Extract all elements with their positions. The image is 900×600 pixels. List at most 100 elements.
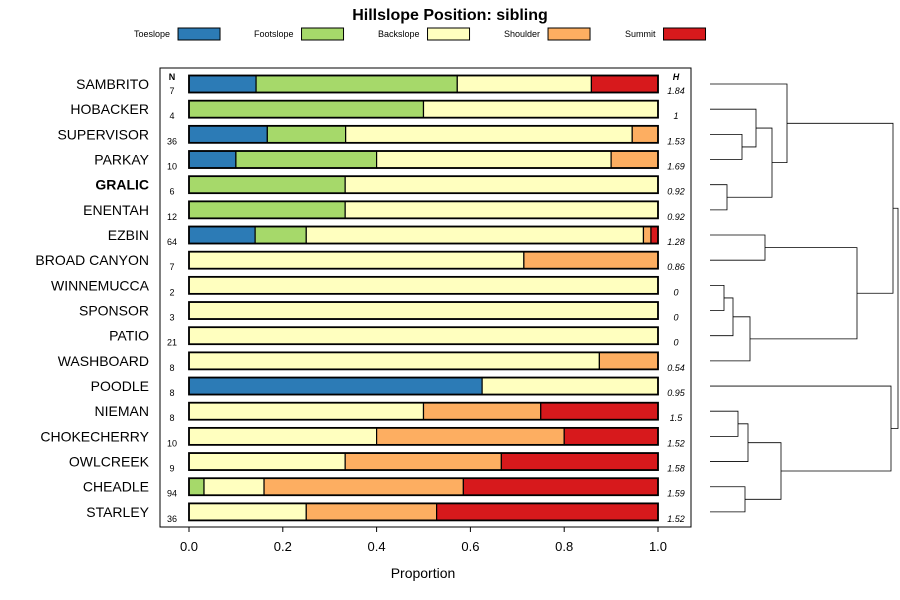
x-tick-label: 1.0 xyxy=(649,539,667,554)
bar-segment-shoulder xyxy=(598,351,659,370)
bar-segment-backslope xyxy=(188,276,659,295)
row-chokecherry: CHOKECHERRY 10 1.52 xyxy=(40,426,685,448)
bar-segment-footslope xyxy=(188,100,425,119)
bar-outline xyxy=(188,301,659,320)
row-h: 0.95 xyxy=(667,388,686,398)
dendrogram-link xyxy=(727,127,773,198)
bar-outline xyxy=(188,225,659,245)
bar-segment-summit xyxy=(590,74,659,94)
bar-outline xyxy=(188,275,659,295)
bar-segment-backslope xyxy=(481,376,659,396)
bar-segment-backslope xyxy=(422,100,659,119)
x-tick-label: 0.4 xyxy=(368,539,386,554)
row-h: 1.69 xyxy=(667,162,685,172)
row-label: HOBACKER xyxy=(70,101,149,117)
bar-segment-backslope xyxy=(188,427,378,446)
row-enentah: ENENTAH 12 0.92 xyxy=(83,200,685,222)
row-nieman: NIEMAN 8 1.5 xyxy=(95,401,683,423)
bar-segment-toeslope xyxy=(188,225,256,245)
row-n: 8 xyxy=(169,413,174,423)
legend-label-shoulder: Shoulder xyxy=(504,29,540,39)
bar-segment-backslope xyxy=(188,402,425,421)
bar-segment-backslope xyxy=(456,74,593,94)
legend-swatch-backslope xyxy=(427,27,471,41)
bar-segment-toeslope xyxy=(188,125,268,144)
dendrogram-link xyxy=(710,108,757,148)
row-label: PATIO xyxy=(109,328,149,344)
bar-segment-backslope xyxy=(345,125,633,144)
bar-outline xyxy=(188,74,659,94)
bar-segment-backslope xyxy=(188,502,307,521)
bar-outline xyxy=(188,99,659,119)
row-n: 10 xyxy=(167,162,177,172)
x-axis: 0.0 0.2 0.4 0.6 0.8 1.0 xyxy=(180,527,667,554)
row-label: SAMBRITO xyxy=(76,76,149,92)
dendrogram-link xyxy=(787,122,894,294)
row-n: 64 xyxy=(167,237,177,247)
bar-segment-toeslope xyxy=(188,74,257,94)
dendrogram-link xyxy=(710,284,725,311)
dendrogram-link xyxy=(891,207,899,429)
dendrogram-link xyxy=(710,184,728,211)
row-winnemucca: WINNEMUCCA 2 0 xyxy=(51,275,679,297)
row-parkay: PARKAY 10 1.69 xyxy=(94,150,685,172)
row-poodle: POODLE 8 0.95 xyxy=(91,376,686,398)
row-n: 94 xyxy=(167,489,177,499)
row-cheadle: CHEADLE 94 1.59 xyxy=(83,477,685,499)
bar-segment-summit xyxy=(563,427,659,446)
bar-segment-footslope xyxy=(188,200,346,219)
row-supervisor: SUPERVISOR 36 1.53 xyxy=(57,124,685,146)
legend-swatch-footslope xyxy=(301,27,345,41)
bar-segment-shoulder xyxy=(523,251,659,270)
row-washboard: WASHBOARD 8 0.54 xyxy=(58,351,685,373)
row-label: GRALIC xyxy=(95,177,149,193)
bar-outline xyxy=(188,477,659,497)
bar-segment-backslope xyxy=(305,225,645,245)
dendrogram-link xyxy=(710,486,746,513)
bar-outline xyxy=(188,326,659,346)
legend-label-summit: Summit xyxy=(625,29,656,39)
bar-segment-shoulder xyxy=(376,427,565,446)
row-n: 8 xyxy=(169,363,174,373)
row-label: WINNEMUCCA xyxy=(51,277,150,293)
dendrogram-link xyxy=(745,442,782,500)
bar-segment-summit xyxy=(462,477,659,496)
bar-segment-shoulder xyxy=(631,125,659,144)
row-h: 1.59 xyxy=(667,489,685,499)
bar-outline xyxy=(188,124,659,144)
legend-label-toeslope: Toeslope xyxy=(134,29,170,39)
bar-segment-summit xyxy=(500,452,659,471)
row-label: OWLCREEK xyxy=(69,454,150,470)
x-tick-label: 0.8 xyxy=(555,539,573,554)
x-tick-label: 0.6 xyxy=(461,539,479,554)
plot-frame xyxy=(159,67,692,528)
dendrogram-link xyxy=(750,247,858,340)
bar-segment-shoulder xyxy=(642,225,652,245)
bar-outline xyxy=(188,376,659,396)
dendrogram-link xyxy=(710,410,739,437)
row-n: 6 xyxy=(169,187,174,197)
row-h: 1 xyxy=(673,111,678,121)
row-label: WASHBOARD xyxy=(58,353,149,369)
row-h: 0 xyxy=(673,313,678,323)
bar-outline xyxy=(188,401,659,421)
h-header: H xyxy=(673,72,680,82)
row-n: 7 xyxy=(169,262,174,272)
row-h: 0.54 xyxy=(667,363,685,373)
dendrogram xyxy=(710,83,899,513)
bar-segment-backslope xyxy=(344,175,659,194)
row-label: EZBIN xyxy=(108,227,149,243)
bar-segment-backslope xyxy=(188,452,346,471)
row-label: SUPERVISOR xyxy=(57,126,149,142)
bar-outline xyxy=(188,502,659,522)
row-h: 1.58 xyxy=(667,464,685,474)
bar-outline xyxy=(188,175,659,195)
bar-outline xyxy=(188,250,659,270)
chart-title: Hillslope Position: sibling xyxy=(352,7,548,24)
bar-segment-summit xyxy=(436,502,659,521)
bar-segment-footslope xyxy=(188,175,346,194)
dendrogram-link xyxy=(710,297,734,337)
bar-outline xyxy=(188,351,659,371)
